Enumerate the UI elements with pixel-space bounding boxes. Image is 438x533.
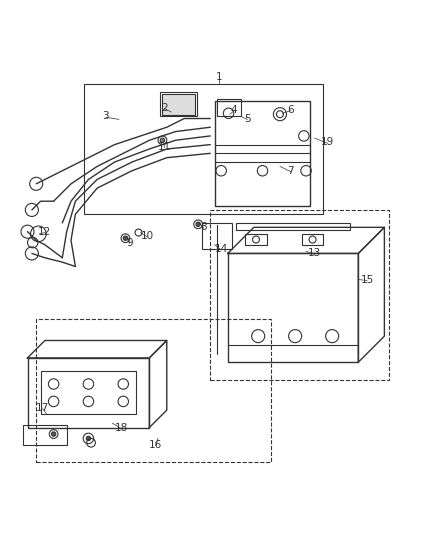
Circle shape [123, 236, 127, 240]
Text: 12: 12 [38, 227, 52, 237]
Text: 2: 2 [161, 103, 168, 112]
Text: 13: 13 [308, 248, 321, 259]
Circle shape [86, 436, 91, 441]
Circle shape [160, 138, 165, 142]
Circle shape [196, 222, 200, 227]
Bar [201, 223, 232, 249]
Bar [28, 358, 149, 427]
Bar [217, 99, 241, 116]
Text: 1: 1 [215, 72, 223, 82]
Text: 8: 8 [201, 222, 207, 232]
Bar [215, 101, 311, 206]
Bar [84, 84, 323, 214]
Bar [36, 319, 271, 462]
Text: 7: 7 [287, 166, 294, 176]
Text: 15: 15 [360, 274, 374, 285]
Bar [41, 371, 136, 415]
Text: 14: 14 [215, 244, 228, 254]
Text: 11: 11 [158, 142, 171, 152]
Bar [228, 254, 358, 362]
Bar [245, 234, 267, 245]
Text: 3: 3 [102, 111, 109, 122]
Bar [23, 425, 67, 445]
Bar [302, 234, 323, 245]
Text: 16: 16 [149, 440, 162, 450]
Text: 17: 17 [36, 403, 49, 413]
Text: 10: 10 [141, 231, 154, 241]
Bar [237, 223, 350, 230]
Text: 5: 5 [244, 114, 251, 124]
Bar [162, 94, 195, 115]
Text: 6: 6 [287, 105, 294, 115]
Text: 4: 4 [231, 105, 237, 115]
Bar [160, 92, 197, 116]
Circle shape [51, 432, 56, 436]
Bar [210, 210, 389, 379]
Text: 9: 9 [127, 238, 133, 247]
Text: 18: 18 [114, 423, 128, 433]
Text: 19: 19 [321, 138, 335, 148]
